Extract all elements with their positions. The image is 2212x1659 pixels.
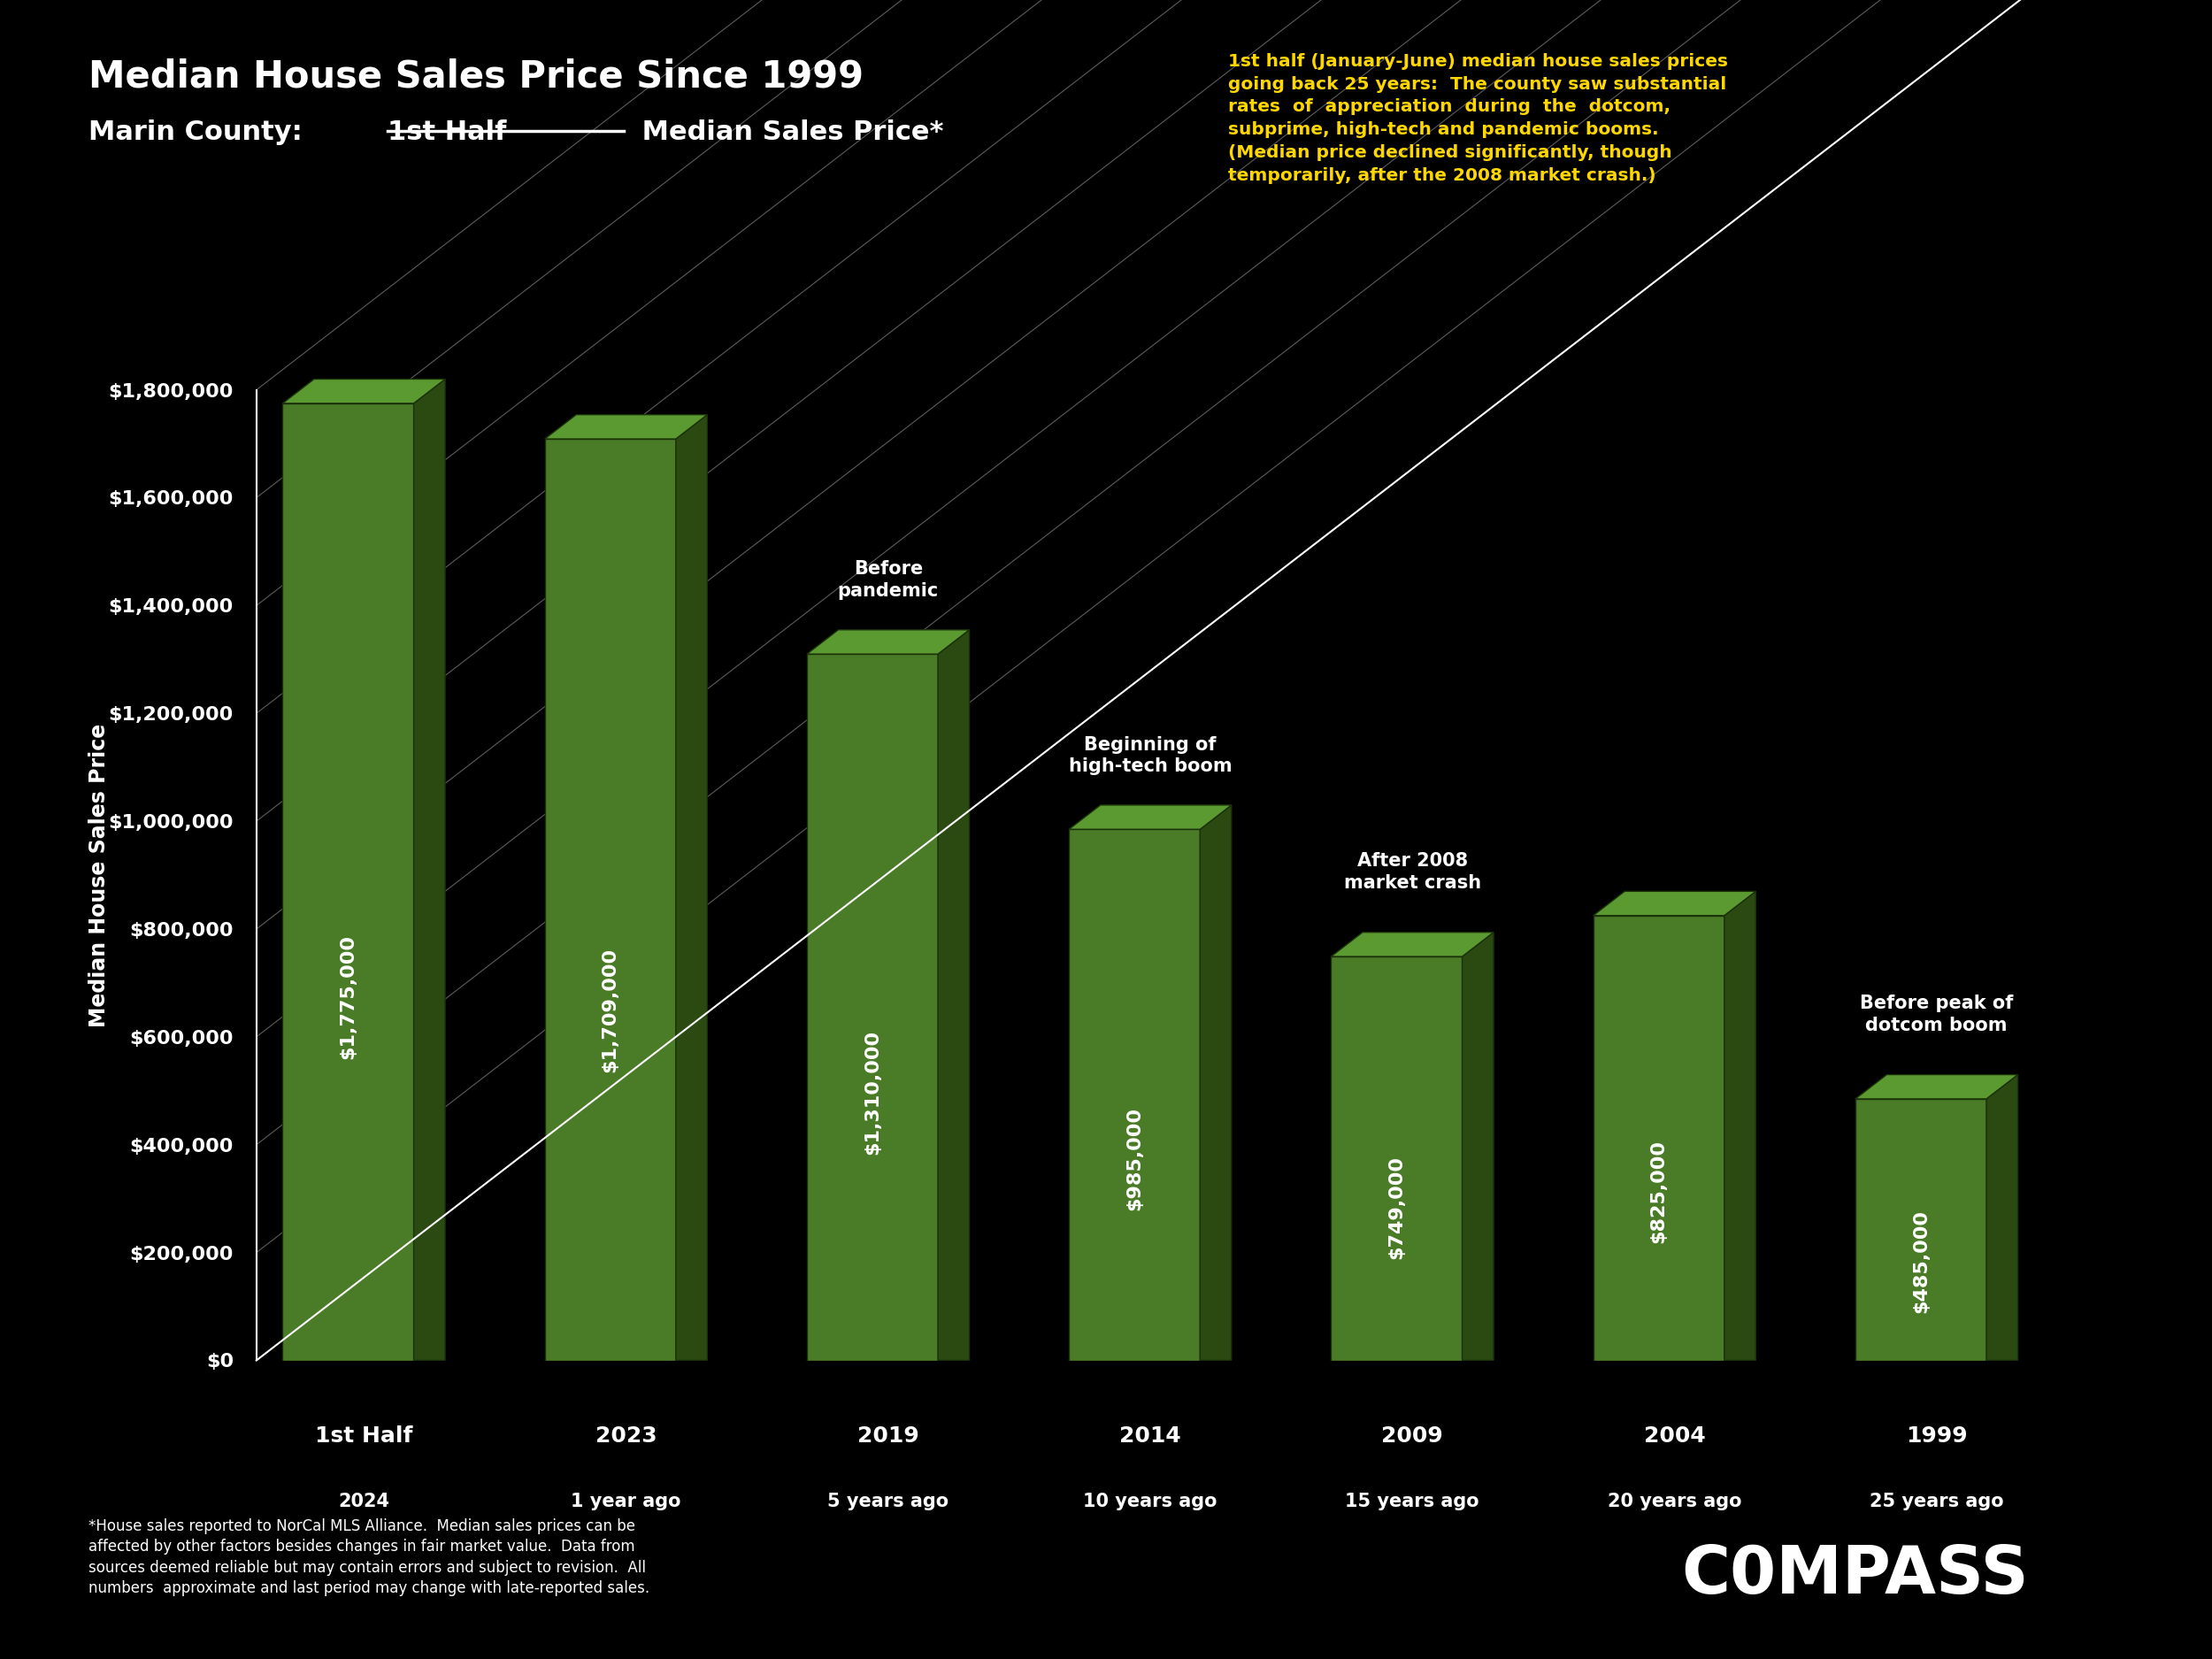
Text: 1999: 1999 — [1907, 1425, 1966, 1447]
Text: $985,000: $985,000 — [1126, 1107, 1144, 1211]
Text: 15 years ago: 15 years ago — [1345, 1493, 1480, 1510]
Text: *House sales reported to NorCal MLS Alliance.  Median sales prices can be
affect: *House sales reported to NorCal MLS Alli… — [88, 1518, 650, 1596]
Polygon shape — [1856, 1098, 1986, 1360]
Text: $1,310,000: $1,310,000 — [863, 1030, 880, 1155]
Text: 2014: 2014 — [1119, 1425, 1181, 1447]
Text: 2009: 2009 — [1382, 1425, 1442, 1447]
Polygon shape — [807, 654, 938, 1360]
Text: 1 year ago: 1 year ago — [571, 1493, 681, 1510]
Text: 1st Half: 1st Half — [387, 119, 507, 144]
Polygon shape — [1593, 916, 1725, 1360]
Polygon shape — [1068, 805, 1232, 830]
Text: 5 years ago: 5 years ago — [827, 1493, 949, 1510]
Polygon shape — [1201, 805, 1232, 1360]
Text: $825,000: $825,000 — [1650, 1140, 1668, 1243]
Text: 2023: 2023 — [595, 1425, 657, 1447]
Polygon shape — [1725, 891, 1756, 1360]
Polygon shape — [1332, 957, 1462, 1360]
Polygon shape — [544, 440, 677, 1360]
Text: 1st Half: 1st Half — [314, 1425, 414, 1447]
Text: 10 years ago: 10 years ago — [1084, 1493, 1217, 1510]
Text: 2024: 2024 — [338, 1493, 389, 1510]
Text: 20 years ago: 20 years ago — [1608, 1493, 1741, 1510]
Polygon shape — [1986, 1075, 2017, 1360]
Text: $1,709,000: $1,709,000 — [602, 947, 619, 1073]
Polygon shape — [1856, 1075, 2017, 1098]
Polygon shape — [1068, 830, 1201, 1360]
Text: 2019: 2019 — [858, 1425, 918, 1447]
Text: 2004: 2004 — [1644, 1425, 1705, 1447]
Text: Median House Sales Price: Median House Sales Price — [88, 723, 111, 1027]
Text: Before
pandemic: Before pandemic — [838, 561, 938, 601]
Polygon shape — [938, 630, 969, 1360]
Text: $485,000: $485,000 — [1911, 1209, 1929, 1312]
Polygon shape — [283, 378, 445, 403]
Text: Median House Sales Price Since 1999: Median House Sales Price Since 1999 — [88, 58, 863, 95]
Polygon shape — [544, 415, 708, 440]
Text: Marin County:: Marin County: — [88, 119, 321, 144]
Text: C0MPASS: C0MPASS — [1681, 1543, 2028, 1608]
Polygon shape — [1332, 932, 1493, 957]
Polygon shape — [414, 378, 445, 1360]
Text: 25 years ago: 25 years ago — [1869, 1493, 2004, 1510]
Polygon shape — [677, 415, 708, 1360]
Text: Before peak of
dotcom boom: Before peak of dotcom boom — [1860, 994, 2013, 1034]
Polygon shape — [283, 403, 414, 1360]
Text: $749,000: $749,000 — [1387, 1155, 1405, 1259]
Text: $1,775,000: $1,775,000 — [338, 934, 356, 1058]
Text: Beginning of
high-tech boom: Beginning of high-tech boom — [1068, 735, 1232, 775]
Text: 1st half (January-June) median house sales prices
going back 25 years:  The coun: 1st half (January-June) median house sal… — [1228, 53, 1728, 184]
Polygon shape — [807, 630, 969, 654]
Text: Median Sales Price*: Median Sales Price* — [633, 119, 945, 144]
Text: After 2008
market crash: After 2008 market crash — [1343, 853, 1482, 893]
Polygon shape — [1462, 932, 1493, 1360]
Polygon shape — [1593, 891, 1756, 916]
